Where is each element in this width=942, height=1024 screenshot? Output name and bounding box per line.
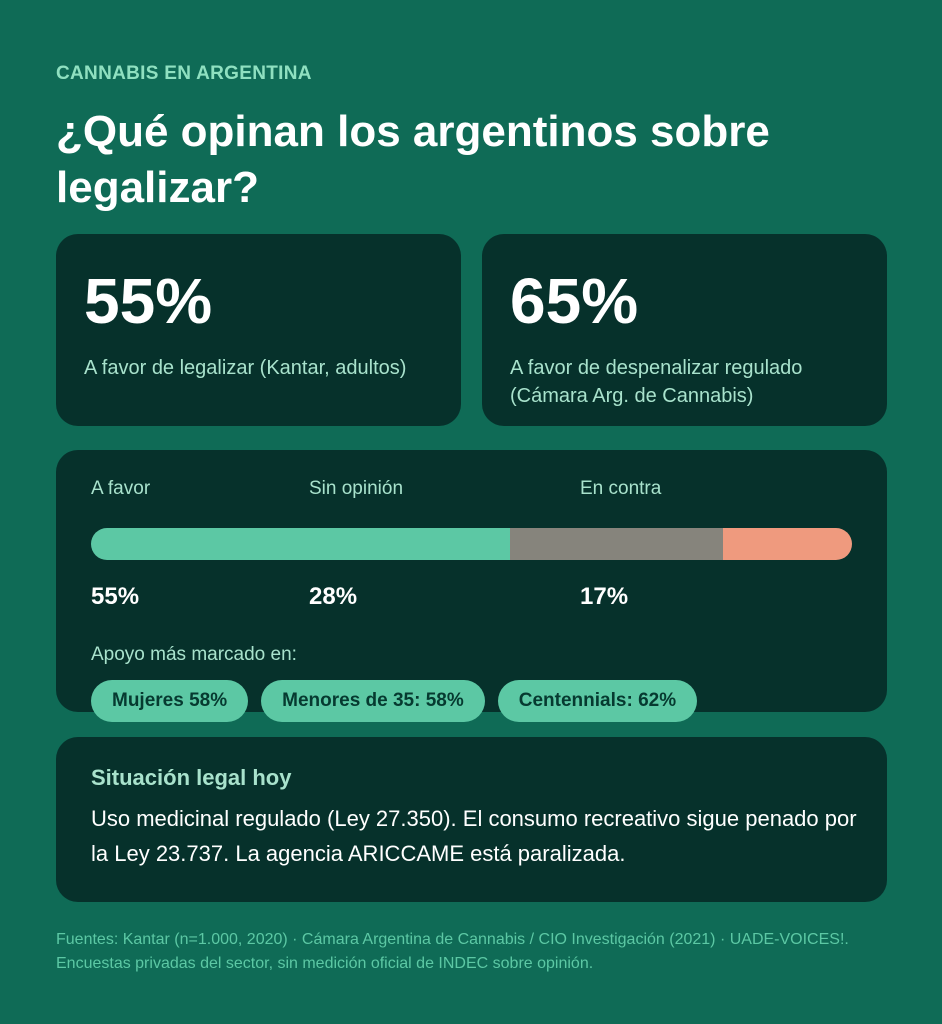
segment-label-a-favor: A favor — [91, 478, 151, 499]
chip-mujeres: Mujeres 58% — [91, 680, 249, 722]
stat-value: 55% — [84, 265, 213, 337]
bar-segment-en-contra — [722, 528, 852, 560]
legal-status-title: Situación legal hoy — [91, 765, 292, 790]
segment-percent-a-favor: 55% — [91, 583, 140, 610]
stat-value: 65% — [510, 265, 639, 337]
support-label: Apoyo más marcado en: — [91, 644, 297, 665]
stat-description: A favor de despenalizar regulado (Cámara… — [510, 357, 803, 407]
opinion-stacked-bar — [91, 528, 852, 560]
legal-status-card: Situación legal hoy Uso medicinal regula… — [56, 737, 887, 902]
segment-label-sin-opinion: Sin opinión — [309, 478, 404, 499]
segment-label-en-contra: En contra — [580, 478, 662, 499]
eyebrow-label: CANNABIS EN ARGENTINA — [56, 63, 312, 84]
stat-card-despenalizar: 65% A favor de despenalizar regulado (Cá… — [482, 234, 887, 426]
legal-status-text: Uso medicinal regulado (Ley 27.350). El … — [91, 806, 857, 866]
chip-menores-35: Menores de 35: 58% — [261, 680, 485, 722]
page-title: ¿Qué opinan los argentinos sobre legaliz… — [56, 107, 770, 212]
bar-segment-a-favor — [91, 528, 510, 560]
bar-segment-sin-opinion — [509, 528, 723, 560]
stat-card-legalizar: 55% A favor de legalizar (Kantar, adulto… — [56, 234, 461, 426]
segment-percent-en-contra: 17% — [580, 583, 629, 610]
opinion-breakdown-card: A favor Sin opinión En contra 55% 28% 17… — [56, 450, 887, 712]
support-chips: Mujeres 58% Menores de 35: 58% Centennia… — [91, 680, 698, 722]
sources-footnote: Fuentes: Kantar (n=1.000, 2020) · Cámara… — [56, 931, 849, 972]
stat-description: A favor de legalizar (Kantar, adultos) — [84, 357, 407, 379]
segment-percent-sin-opinion: 28% — [309, 583, 358, 610]
chip-centennials: Centennials: 62% — [497, 680, 698, 722]
